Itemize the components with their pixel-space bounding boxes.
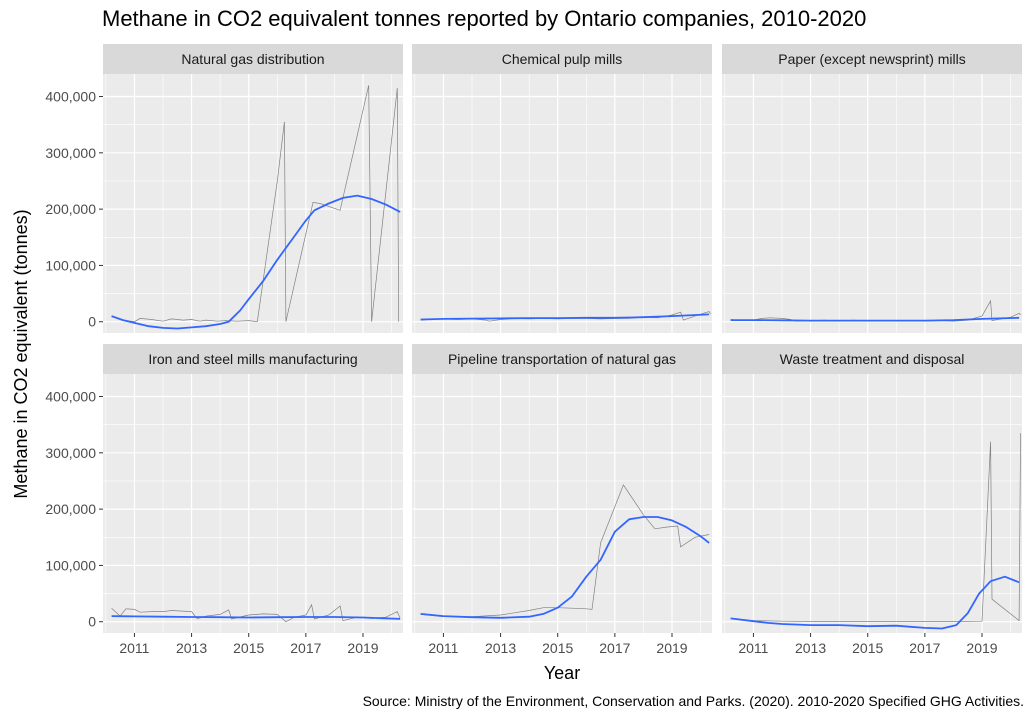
smooth-trend-line <box>730 575 1020 630</box>
x-tick-label: 2013 <box>485 640 516 656</box>
smooth-trend-line <box>730 316 1020 322</box>
y-tick-label: 400,000 <box>45 89 96 105</box>
x-tick-label: 2019 <box>656 640 687 656</box>
x-axis-title: Year <box>544 663 580 683</box>
facet-strip-label: Natural gas distribution <box>181 51 324 67</box>
smooth-trend-line <box>420 313 710 321</box>
facet-panel <box>103 374 403 633</box>
smooth-trend-line <box>420 516 710 619</box>
y-axis-title: Methane in CO2 equivalent (tonnes) <box>11 209 31 498</box>
facet-strip <box>103 344 403 374</box>
y-tick-label: 100,000 <box>45 557 96 573</box>
facet-strip <box>722 344 1022 374</box>
y-tick-label: 0 <box>88 614 96 630</box>
x-tick-label: 2019 <box>347 640 378 656</box>
x-tick-label: 2013 <box>795 640 826 656</box>
x-tick-label: 2017 <box>599 640 630 656</box>
raw-series-line <box>730 433 1021 622</box>
x-tick-label: 2011 <box>738 640 768 656</box>
smooth-trend-line <box>111 615 401 620</box>
x-tick-label: 2015 <box>542 640 573 656</box>
facet-strip-label: Waste treatment and disposal <box>780 351 965 367</box>
y-tick-label: 300,000 <box>45 445 96 461</box>
raw-series-line <box>111 603 401 623</box>
y-tick-label: 300,000 <box>45 145 96 161</box>
x-tick-label: 2013 <box>176 640 207 656</box>
y-tick-label: 200,000 <box>45 501 96 517</box>
x-tick-label: 2015 <box>852 640 883 656</box>
facet-panel <box>722 74 1022 333</box>
y-tick-label: 0 <box>88 314 96 330</box>
faceted-line-chart: Natural gas distribution 0 100,000 200,000 3… <box>11 44 1022 683</box>
facet-strip-label: Paper (except newsprint) mills <box>778 51 966 67</box>
y-tick-label: 400,000 <box>45 389 96 405</box>
facet-strip <box>412 344 712 374</box>
x-tick-label: 2011 <box>119 640 149 656</box>
y-tick-label: 200,000 <box>45 201 96 217</box>
facet-strip <box>103 44 403 74</box>
chart-title: Methane in CO2 equivalent tonnes reporte… <box>102 6 867 31</box>
y-tick-label: 100,000 <box>45 257 96 273</box>
x-tick-label: 2011 <box>428 640 458 656</box>
x-tick-label: 2019 <box>966 640 997 656</box>
facet-strip <box>722 44 1022 74</box>
facet-panel <box>412 374 712 633</box>
raw-series-line <box>420 484 710 618</box>
raw-series-line <box>111 85 400 323</box>
source-caption: Source: Ministry of the Environment, Con… <box>362 693 1024 709</box>
smooth-trend-line <box>111 194 401 330</box>
x-tick-label: 2017 <box>909 640 940 656</box>
facet-panel <box>103 74 403 333</box>
x-tick-label: 2015 <box>233 640 264 656</box>
facet-strip-label: Iron and steel mills manufacturing <box>148 351 357 367</box>
facet-strip-label: Chemical pulp mills <box>502 51 623 67</box>
facet-strip <box>412 44 712 74</box>
facet-panel <box>412 74 712 333</box>
facet-panel <box>722 374 1022 633</box>
facet-strip-label: Pipeline transportation of natural gas <box>448 351 676 367</box>
x-tick-label: 2017 <box>290 640 321 656</box>
